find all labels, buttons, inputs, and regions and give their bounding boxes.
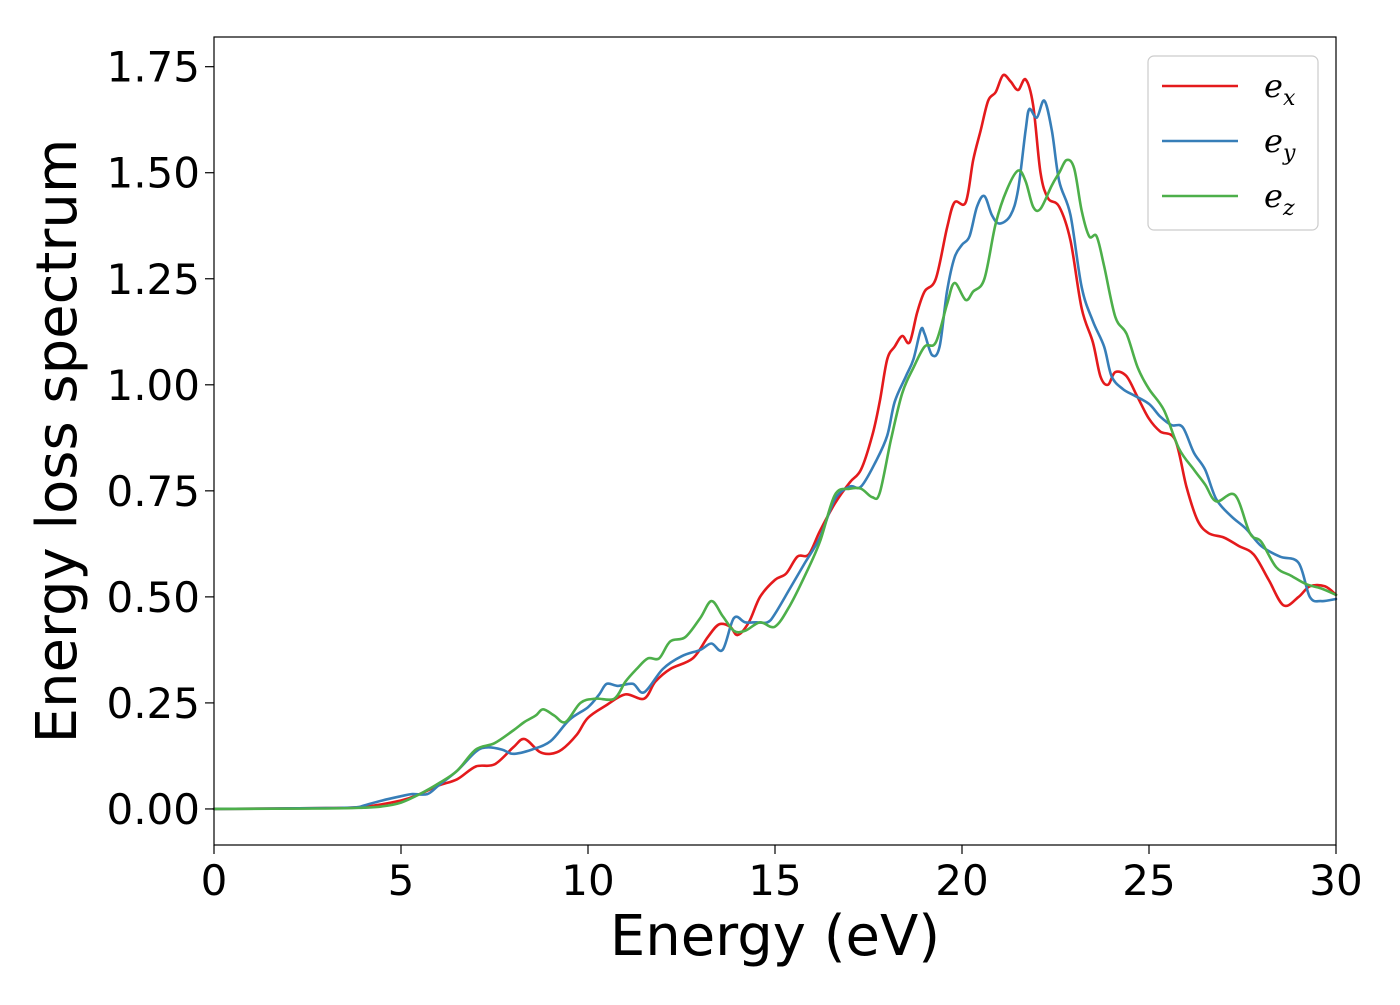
x-axis-ticks: 0 5 10 15 20 25 30: [201, 845, 1363, 905]
x-tick-label: 5: [388, 856, 415, 905]
y-tick-label: 0.00: [106, 785, 200, 834]
y-axis-ticks: 0.00 0.25 0.50 0.75 1.00 1.25 1.50 1.75: [106, 43, 214, 834]
x-tick-label: 10: [561, 856, 614, 905]
x-tick-label: 0: [201, 856, 228, 905]
legend-label-y: ey: [1264, 122, 1296, 166]
y-tick-label: 1.25: [106, 255, 200, 304]
y-tick-label: 1.50: [106, 149, 200, 198]
legend: ex ey ez: [1147, 55, 1319, 231]
x-axis-label: Energy (eV): [610, 904, 940, 969]
y-tick-label: 0.25: [106, 679, 200, 728]
series-layer: [212, 73, 1338, 811]
series-line-y: [212, 99, 1338, 811]
y-axis-label: Energy loss spectrum: [25, 139, 90, 744]
x-tick-label: 15: [748, 856, 801, 905]
legend-label-x: ex: [1264, 67, 1296, 111]
x-tick-label: 25: [1122, 856, 1175, 905]
y-tick-label: 1.00: [106, 361, 200, 410]
y-tick-label: 0.50: [106, 573, 200, 622]
series-line-x: [212, 73, 1338, 811]
series-line-z: [212, 158, 1338, 811]
y-tick-label: 1.75: [106, 43, 200, 92]
legend-box: [1147, 55, 1319, 231]
x-tick-label: 30: [1309, 856, 1362, 905]
legend-label-z: ez: [1264, 177, 1295, 221]
x-tick-label: 20: [935, 856, 988, 905]
y-tick-label: 0.75: [106, 467, 200, 516]
